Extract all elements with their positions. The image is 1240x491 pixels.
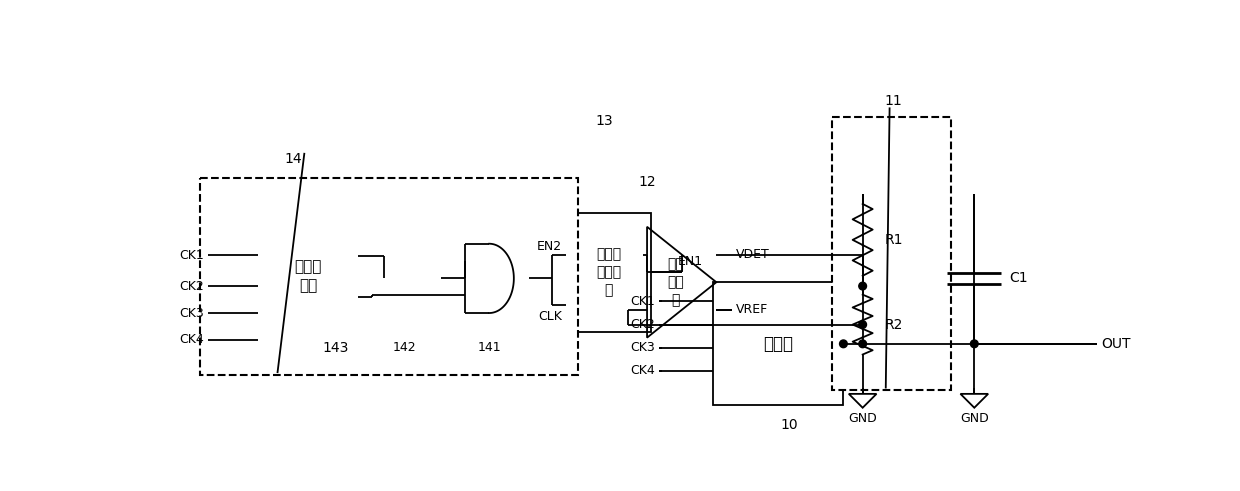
Bar (832, 117, 951, 390)
Text: CLK: CLK (538, 310, 563, 323)
Text: C1: C1 (1009, 272, 1028, 285)
Circle shape (971, 340, 978, 348)
Text: 141: 141 (477, 341, 501, 354)
Circle shape (859, 340, 867, 348)
Text: EN1: EN1 (678, 255, 703, 268)
Text: CK1: CK1 (630, 295, 655, 308)
Text: CK4: CK4 (180, 333, 205, 347)
Text: CK1: CK1 (180, 249, 205, 262)
Text: 时钟产
生器: 时钟产 生器 (295, 259, 322, 294)
Text: 142: 142 (393, 341, 417, 354)
Text: CK4: CK4 (630, 364, 655, 377)
Text: 143: 143 (322, 341, 348, 355)
Text: CK3: CK3 (180, 306, 205, 320)
Text: CK2: CK2 (630, 318, 655, 331)
Text: VDET: VDET (735, 248, 769, 261)
Text: EN2: EN2 (537, 240, 563, 252)
Bar (713, 282, 843, 406)
Circle shape (859, 282, 867, 290)
Text: 单边信
号延时
器: 单边信 号延时 器 (596, 247, 621, 298)
Circle shape (839, 340, 847, 348)
Text: GND: GND (960, 412, 988, 425)
Bar (258, 209, 358, 344)
Text: 12: 12 (639, 175, 656, 189)
Text: OUT: OUT (1101, 337, 1131, 351)
Text: 电压
比较
器: 电压 比较 器 (667, 257, 684, 308)
Text: 电荷泵: 电荷泵 (763, 335, 792, 353)
Text: CK3: CK3 (630, 341, 655, 354)
Text: 10: 10 (781, 418, 799, 432)
Bar (567, 213, 651, 332)
Bar (201, 178, 578, 375)
Text: GND: GND (848, 412, 877, 425)
Text: 13: 13 (596, 113, 614, 128)
Text: CK2: CK2 (180, 279, 205, 293)
Text: R1: R1 (884, 233, 903, 247)
Text: 11: 11 (884, 94, 903, 109)
Text: 14: 14 (284, 152, 301, 166)
Circle shape (859, 321, 867, 328)
Text: VREF: VREF (735, 303, 768, 316)
Text: R2: R2 (884, 318, 903, 331)
